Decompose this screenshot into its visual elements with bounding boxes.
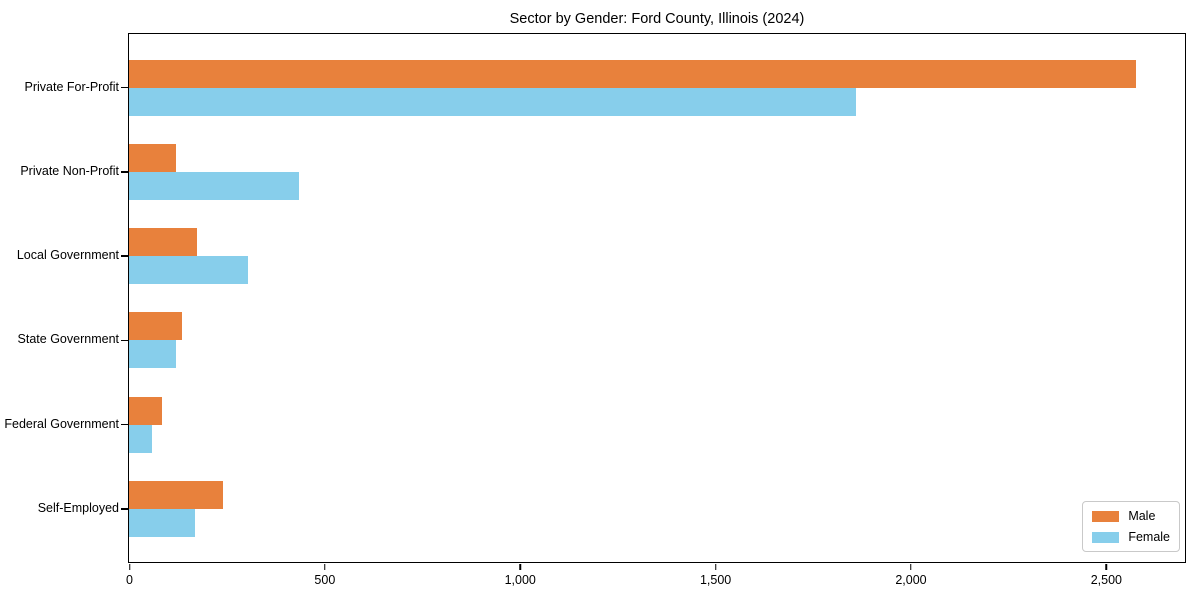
y-tick-mark bbox=[121, 423, 128, 426]
y-tick-label: Local Government bbox=[16, 248, 119, 263]
bar-female-private-for-profit bbox=[129, 87, 857, 116]
y-tick-label: Private For-Profit bbox=[24, 79, 119, 94]
x-tick-label: 500 bbox=[314, 572, 336, 587]
plot-area: Male Female bbox=[121, 33, 1186, 563]
legend-row-female: Female bbox=[1092, 530, 1170, 544]
legend-label-female: Female bbox=[1128, 530, 1170, 544]
legend-row-male: Male bbox=[1092, 509, 1170, 523]
x-tick-mark bbox=[324, 563, 326, 570]
x-tick-label: 2,000 bbox=[895, 572, 927, 587]
y-tick-mark bbox=[121, 86, 128, 89]
male-color-swatch bbox=[1092, 510, 1120, 522]
x-tick-mark bbox=[128, 563, 131, 570]
bar-male-state-government bbox=[129, 312, 182, 341]
y-tick-mark bbox=[121, 339, 128, 342]
y-tick-label: State Government bbox=[17, 332, 119, 347]
x-tick-mark bbox=[1105, 563, 1108, 570]
y-axis-labels: Private For-Profit Private Non-Profit Loca… bbox=[0, 33, 119, 563]
y-tick-mark bbox=[121, 508, 128, 510]
x-tick-mark bbox=[714, 563, 717, 570]
x-axis: 0 500 1,000 1,500 2,000 2,500 bbox=[126, 563, 1185, 594]
bar-male-local-government bbox=[129, 228, 198, 257]
x-tick-mark bbox=[910, 563, 912, 570]
x-tick-label: 1,000 bbox=[504, 572, 536, 587]
bar-male-self-employed bbox=[129, 481, 223, 509]
x-tick-label: 1,500 bbox=[699, 572, 732, 587]
y-tick-mark bbox=[121, 171, 128, 173]
bar-male-private-non-profit bbox=[129, 143, 176, 172]
x-tick-mark bbox=[519, 563, 521, 570]
y-tick-label: Federal Government bbox=[4, 416, 119, 431]
legend: Male Female bbox=[1082, 501, 1180, 552]
y-tick-mark bbox=[121, 255, 128, 257]
bar-male-private-for-profit bbox=[129, 59, 1137, 88]
y-tick-label: Self-Employed bbox=[37, 501, 119, 515]
y-tick-label: Private Non-Profit bbox=[20, 163, 119, 178]
bar-female-private-non-profit bbox=[129, 171, 300, 200]
female-color-swatch bbox=[1092, 531, 1120, 543]
bar-female-state-government bbox=[129, 340, 176, 369]
chart-title: Sector by Gender: Ford County, Illinois … bbox=[509, 11, 805, 27]
bar-female-self-employed bbox=[129, 509, 196, 537]
bar-female-federal-government bbox=[129, 424, 153, 453]
x-tick-label: 2,500 bbox=[1090, 572, 1122, 587]
x-tick-label: 0 bbox=[126, 572, 133, 587]
bar-female-local-government bbox=[129, 256, 249, 285]
bar-male-federal-government bbox=[129, 396, 163, 425]
legend-label-male: Male bbox=[1128, 509, 1156, 523]
